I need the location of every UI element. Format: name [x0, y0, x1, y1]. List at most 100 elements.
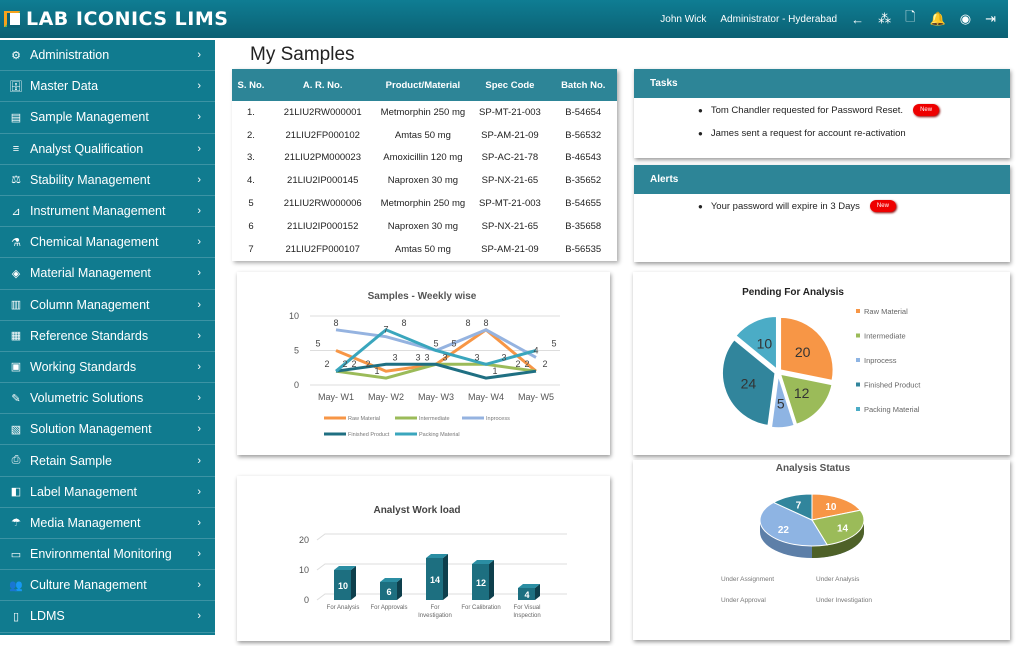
table-cell: Naproxen 30 mg: [387, 220, 459, 232]
sidebar-item[interactable]: ◈ Material Management ›: [0, 258, 215, 290]
table-cell: 6: [248, 220, 254, 232]
table-cell: 21LIU2IP000145: [287, 175, 359, 187]
table-row[interactable]: 4. 21LIU2IP000145 Naproxen 30 mg SP-NX-21-6…: [232, 169, 617, 192]
sidebar-item[interactable]: ◧ Label Management ›: [0, 477, 215, 508]
logout-icon[interactable]: ⇥: [985, 11, 996, 26]
user-circle-icon[interactable]: ◉: [959, 11, 972, 26]
sidebar-item[interactable]: ▦ Reference Standards ›: [0, 321, 215, 352]
task-item[interactable]: James sent a request for account re-acti…: [698, 128, 1010, 139]
sidebar-item[interactable]: ✎ Volumetric Solutions ›: [0, 383, 215, 415]
sidebar-item[interactable]: ▣ Working Standards ›: [0, 352, 215, 384]
bar-side: [351, 566, 356, 600]
x-tick-label: May- W4: [468, 392, 504, 402]
table-row[interactable]: 1. 21LIU2RW000001 Metmorphin 250 mg SP-MT-2…: [232, 101, 617, 124]
menu-icon: ▯: [12, 610, 20, 623]
sidebar-item[interactable]: 🗄 Master Data ›: [0, 71, 215, 103]
sidebar-item[interactable]: ▤ Sample Management ›: [0, 102, 215, 134]
document-settings-icon[interactable]: 🗋: [905, 9, 916, 24]
legend-label: Intermediate: [864, 332, 906, 341]
x-tick-label: May- W5: [518, 392, 554, 402]
sidebar-item-label: Chemical Management: [30, 235, 159, 250]
data-label: 12: [794, 385, 810, 401]
y-tick-label: 10: [289, 311, 299, 321]
sidebar-item-label: Label Management: [30, 484, 138, 499]
data-label: 22: [778, 525, 790, 536]
menu-icon: ≡: [12, 142, 20, 155]
x-tick-label: May- W3: [418, 392, 454, 402]
bar-top: [380, 578, 402, 582]
bar-side: [489, 560, 494, 600]
sidebar-item[interactable]: ⚖ Stability Management ›: [0, 165, 215, 196]
pie-slice: [734, 315, 778, 371]
menu-icon: ✎: [11, 392, 21, 405]
table-row[interactable]: 2. 21LIU2FP000102 Amtas 50 mg SP-AM-21-09 B-…: [232, 124, 617, 147]
bar: [380, 582, 397, 600]
sidebar-item[interactable]: ▧ Solution Management ›: [0, 414, 215, 446]
table-cell: 21LIU2RW000006: [283, 198, 362, 210]
bar-top: [334, 566, 356, 570]
legend-label: Inprocess: [486, 416, 510, 422]
sidebar-item-label: Solution Management: [30, 422, 152, 437]
top-header: LAB ICONICS LIMS John Wick Administrator…: [0, 0, 1008, 38]
menu-icon: ▤: [10, 111, 22, 124]
legend-label: Packing Material: [864, 405, 920, 414]
sidebar-item-label: LDMS: [30, 609, 65, 624]
table-row[interactable]: 3. 21LIU2PM000023 Amoxicillin 120 mg SP-AC-…: [232, 147, 617, 170]
table-cell: SP-MT-21-003: [479, 198, 541, 210]
legend-label: Inprocess: [864, 356, 897, 365]
legend-swatch: [856, 407, 860, 411]
users-icon[interactable]: ⁂: [878, 11, 892, 26]
table-row[interactable]: 5 21LIU2RW000006 Metmorphin 250 mg SP-MT-21…: [232, 192, 617, 215]
menu-icon: ▣: [10, 361, 22, 374]
sidebar-item[interactable]: ⚗ Chemical Management ›: [0, 227, 215, 259]
app-logo[interactable]: LAB ICONICS LIMS: [4, 8, 228, 30]
menu-icon: ▦: [10, 330, 22, 343]
column-header: Product/Material: [375, 69, 471, 101]
back-arrow-icon[interactable]: ←: [851, 11, 865, 27]
bell-icon[interactable]: 🔔: [929, 11, 946, 26]
sidebar-item[interactable]: ⊿ Instrument Management ›: [0, 196, 215, 228]
data-label: 2: [542, 359, 547, 369]
new-badge: New: [913, 104, 940, 116]
sidebar-item[interactable]: ≡ Analyst Qualification ›: [0, 134, 215, 165]
weekly-samples-chart: Samples - Weekly wise 0 5 10 May- W1 May- W2 M…: [289, 291, 560, 438]
data-label: 8: [483, 318, 488, 328]
legend-label: Packing Material: [419, 432, 460, 438]
menu-icon: ◈: [11, 267, 21, 280]
pending-analysis-card: Pending For Analysis 20 12 5 24 10 Raw Materia…: [633, 272, 1010, 455]
data-label: 6: [386, 587, 391, 597]
x-tick-label-box: For Visual Inspection: [513, 605, 540, 619]
table-row[interactable]: 7 21LIU2FP000107 Amtas 50 mg SP-AM-21-09 B-5…: [232, 238, 617, 261]
sidebar-item[interactable]: ⚙ Administration ›: [0, 40, 215, 72]
x-tick-label-box: For Approvals: [370, 605, 407, 611]
data-label: 4: [533, 345, 538, 355]
legend-label: Raw Material: [348, 416, 380, 422]
data-label: 5: [451, 339, 456, 349]
task-item[interactable]: Tom Chandler requested for Password Rese…: [698, 104, 1010, 116]
sidebar-item[interactable]: ⎙ Retain Sample ›: [0, 445, 215, 477]
legend-swatch: [856, 382, 860, 387]
sidebar-item-label: Environmental Monitoring: [30, 547, 172, 562]
sidebar-item[interactable]: ▯ LDMS ›: [0, 601, 215, 633]
legend-swatch: [856, 358, 860, 362]
workload-card: Analyst Work load 0 10 20 10 For Analysis 6 For…: [237, 476, 610, 641]
sidebar-item[interactable]: ☂ Media Management ›: [0, 508, 215, 539]
chart-title: Pending For Analysis: [742, 287, 844, 298]
bar-side: [443, 554, 448, 600]
sidebar-item[interactable]: ▭ Environmental Monitoring ›: [0, 539, 215, 571]
alerts-header: Alerts: [634, 165, 1010, 194]
table-cell: Naproxen 30 mg: [387, 175, 459, 187]
sidebar-item[interactable]: ▥ Column Management ›: [0, 290, 215, 321]
pie-slice: [721, 338, 777, 427]
sidebar-item[interactable]: 👥 Culture Management ›: [0, 570, 215, 602]
data-label: 2: [324, 359, 329, 369]
x-tick-label: For Analysis: [326, 605, 360, 611]
table-row[interactable]: 6 21LIU2IP000152 Naproxen 30 mg SP-NX-21-65…: [232, 215, 617, 238]
chevron-right-icon: ›: [197, 49, 201, 62]
data-label: 2: [351, 359, 356, 369]
menu-icon: ▥: [10, 299, 22, 312]
data-label: 8: [465, 318, 470, 328]
legend-label: Under Assignment: [721, 576, 774, 583]
